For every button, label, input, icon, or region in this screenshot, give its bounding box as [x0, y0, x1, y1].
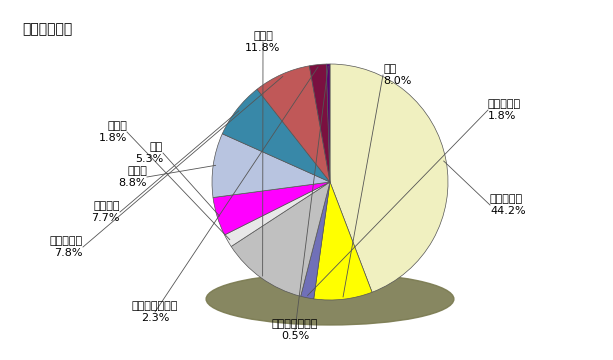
- Wedge shape: [326, 64, 330, 182]
- Text: 使用料・手数料
2.3%: 使用料・手数料 2.3%: [132, 301, 178, 323]
- Text: 分担金・負担金
0.5%: 分担金・負担金 0.5%: [272, 319, 318, 341]
- Text: 繰越金
8.8%: 繰越金 8.8%: [118, 166, 147, 188]
- Text: 道支出金
7.7%: 道支出金 7.7%: [91, 201, 120, 223]
- Wedge shape: [330, 64, 448, 292]
- Wedge shape: [300, 182, 330, 299]
- Wedge shape: [223, 89, 330, 182]
- Text: その他
11.8%: その他 11.8%: [245, 31, 281, 53]
- Wedge shape: [213, 182, 330, 235]
- Wedge shape: [212, 134, 330, 198]
- Text: 国庫支出金
7.8%: 国庫支出金 7.8%: [50, 236, 83, 258]
- Text: 町債
5.3%: 町債 5.3%: [135, 142, 163, 164]
- Wedge shape: [257, 66, 330, 182]
- Wedge shape: [224, 182, 330, 247]
- Text: 地方譲与税
1.8%: 地方譲与税 1.8%: [488, 99, 521, 121]
- Text: 地方交付税
44.2%: 地方交付税 44.2%: [490, 194, 525, 216]
- Wedge shape: [310, 64, 330, 182]
- Wedge shape: [231, 182, 330, 296]
- Text: 諸収入
1.8%: 諸収入 1.8%: [99, 121, 127, 143]
- Text: 歳入決算比率: 歳入決算比率: [22, 22, 72, 36]
- Ellipse shape: [206, 273, 454, 325]
- Wedge shape: [314, 182, 372, 300]
- Text: 町税
8.0%: 町税 8.0%: [383, 64, 411, 86]
